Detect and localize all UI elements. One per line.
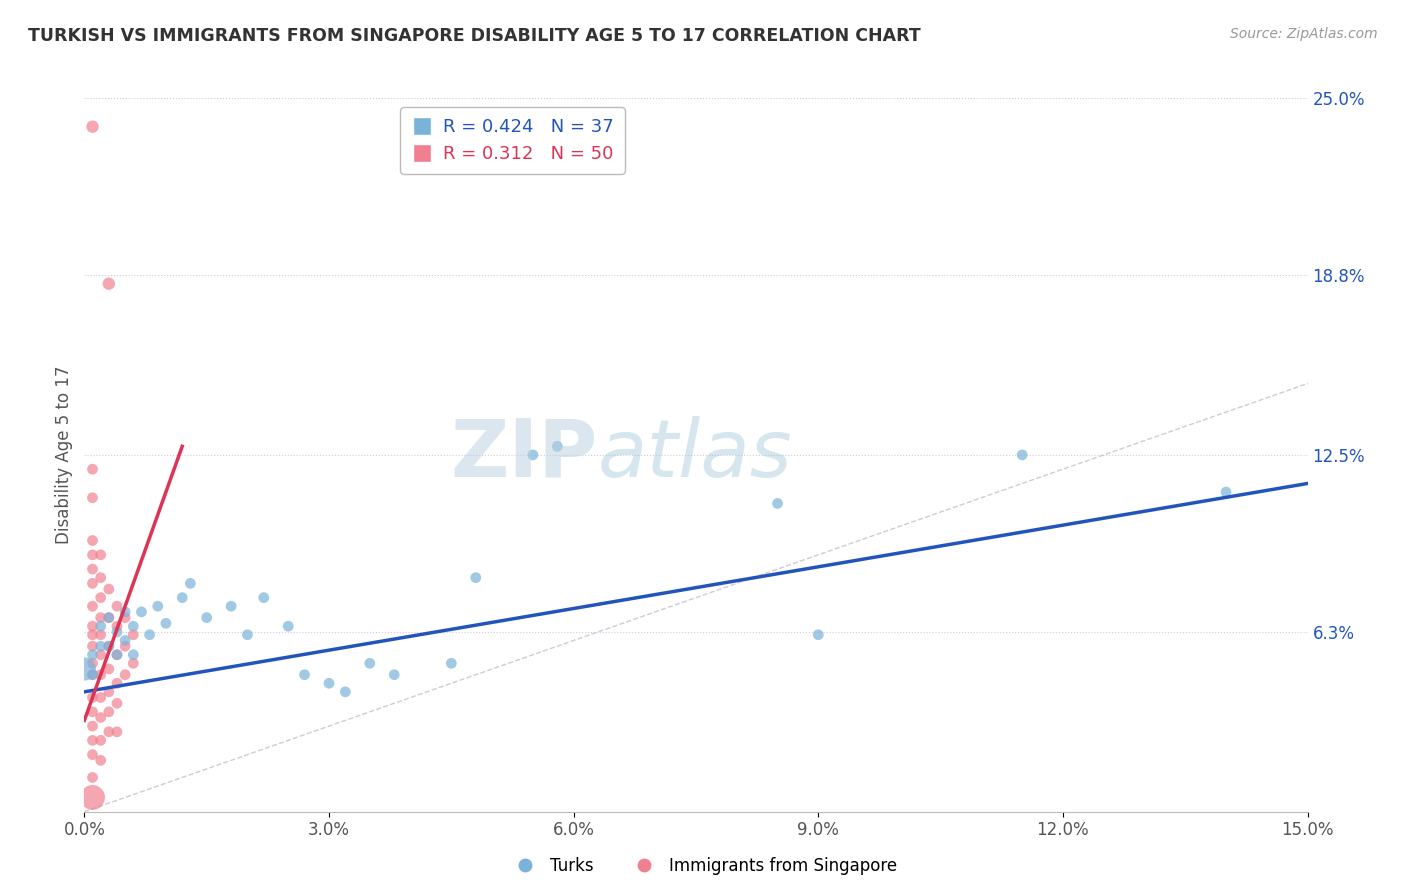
Point: [82, 771, 104, 785]
Point: [440, 657, 463, 671]
Point: [1215, 485, 1237, 500]
Point: [90, 610, 112, 624]
Point: [82, 548, 104, 562]
Point: [766, 496, 789, 510]
Point: [90, 667, 112, 681]
Point: [522, 448, 544, 462]
Point: [179, 576, 201, 591]
Point: [122, 657, 145, 671]
Point: [131, 605, 153, 619]
Point: [105, 648, 128, 662]
Point: [122, 648, 145, 662]
Point: [114, 639, 136, 653]
Point: [97, 705, 120, 719]
Point: [82, 705, 104, 719]
Point: [82, 657, 104, 671]
Point: [114, 667, 136, 681]
Point: [97, 582, 120, 596]
Point: [82, 491, 104, 505]
Point: [97, 610, 120, 624]
Point: [114, 610, 136, 624]
Point: [105, 619, 128, 633]
Text: TURKISH VS IMMIGRANTS FROM SINGAPORE DISABILITY AGE 5 TO 17 CORRELATION CHART: TURKISH VS IMMIGRANTS FROM SINGAPORE DIS…: [28, 27, 921, 45]
Point: [82, 719, 104, 733]
Point: [97, 724, 120, 739]
Point: [82, 120, 104, 134]
Point: [82, 667, 104, 681]
Point: [114, 605, 136, 619]
Text: atlas: atlas: [598, 416, 793, 494]
Text: ZIP: ZIP: [451, 416, 598, 494]
Point: [90, 571, 112, 585]
Point: [90, 619, 112, 633]
Point: [82, 639, 104, 653]
Point: [90, 548, 112, 562]
Point: [97, 639, 120, 653]
Legend: R = 0.424   N = 37, R = 0.312   N = 50: R = 0.424 N = 37, R = 0.312 N = 50: [401, 107, 624, 174]
Point: [335, 685, 357, 699]
Point: [97, 639, 120, 653]
Point: [97, 685, 120, 699]
Point: [122, 619, 145, 633]
Point: [807, 628, 830, 642]
Point: [90, 710, 112, 724]
Point: [172, 591, 194, 605]
Y-axis label: Disability Age 5 to 17: Disability Age 5 to 17: [55, 366, 73, 544]
Point: [219, 599, 242, 614]
Point: [464, 571, 486, 585]
Point: [82, 747, 104, 762]
Point: [90, 733, 112, 747]
Point: [90, 591, 112, 605]
Point: [82, 619, 104, 633]
Text: Source: ZipAtlas.com: Source: ZipAtlas.com: [1230, 27, 1378, 41]
Point: [97, 277, 120, 291]
Point: [90, 639, 112, 653]
Point: [294, 667, 316, 681]
Point: [82, 690, 104, 705]
Point: [155, 616, 177, 631]
Point: [82, 648, 104, 662]
Point: [105, 724, 128, 739]
Point: [97, 610, 120, 624]
Point: [277, 619, 299, 633]
Point: [90, 628, 112, 642]
Point: [90, 753, 112, 767]
Point: [82, 667, 104, 681]
Point: [82, 628, 104, 642]
Point: [114, 633, 136, 648]
Point: [105, 676, 128, 690]
Point: [82, 733, 104, 747]
Point: [82, 533, 104, 548]
Point: [236, 628, 259, 642]
Point: [82, 576, 104, 591]
Point: [82, 790, 104, 805]
Point: [146, 599, 169, 614]
Point: [90, 690, 112, 705]
Point: [105, 624, 128, 639]
Point: [105, 648, 128, 662]
Point: [1011, 448, 1033, 462]
Point: [97, 662, 120, 676]
Point: [138, 628, 160, 642]
Point: [105, 599, 128, 614]
Point: [82, 462, 104, 476]
Point: [122, 628, 145, 642]
Legend: Turks, Immigrants from Singapore: Turks, Immigrants from Singapore: [502, 851, 904, 882]
Point: [105, 696, 128, 710]
Point: [359, 657, 381, 671]
Point: [546, 439, 568, 453]
Point: [90, 648, 112, 662]
Point: [253, 591, 276, 605]
Point: [382, 667, 405, 681]
Point: [82, 562, 104, 576]
Point: [195, 610, 218, 624]
Point: [73, 662, 96, 676]
Point: [318, 676, 340, 690]
Point: [82, 599, 104, 614]
